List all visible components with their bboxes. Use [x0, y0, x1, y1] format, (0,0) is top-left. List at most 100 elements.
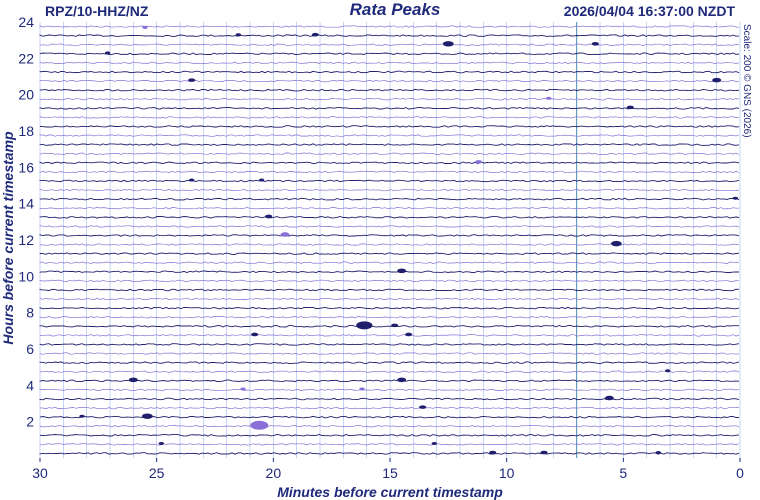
- trace-row: [39, 252, 740, 255]
- seismic-event: [397, 268, 407, 274]
- trace-row: [39, 325, 739, 328]
- seismic-event: [311, 32, 319, 37]
- seismic-event: [79, 414, 85, 418]
- seismic-event: [391, 323, 399, 328]
- chart-timestamp: 2026/04/04 16:37:00 NZDT: [564, 3, 736, 19]
- seismic-event: [442, 41, 454, 47]
- trace-row: [39, 225, 740, 228]
- trace-row: [39, 297, 740, 301]
- seismic-event: [489, 450, 497, 455]
- seismic-event: [712, 77, 722, 83]
- seismic-event: [356, 321, 373, 330]
- x-axis-ticks: 30 25 20 15 10 5 0: [32, 458, 744, 481]
- trace-row: [39, 188, 740, 192]
- trace-row: [39, 197, 740, 201]
- trace-row: [39, 452, 740, 455]
- seismic-event: [240, 387, 246, 391]
- seismic-event: [604, 395, 614, 401]
- trace-row: [39, 397, 740, 401]
- trace-row: [39, 107, 740, 110]
- trace-row: [39, 170, 740, 174]
- trace-row: [39, 234, 740, 237]
- trace-row: [39, 415, 739, 419]
- trace-row: [39, 243, 740, 246]
- seismic-event: [475, 160, 483, 164]
- seismic-event: [626, 105, 634, 110]
- seismic-event: [104, 51, 111, 55]
- seismic-event: [188, 178, 195, 182]
- seismic-event: [258, 178, 265, 182]
- seismic-event: [359, 387, 365, 391]
- seismic-event: [591, 42, 599, 46]
- seismic-event: [235, 33, 242, 37]
- seismic-event: [141, 413, 153, 419]
- y-tick-label: 4: [26, 377, 34, 393]
- y-tick-label: 24: [18, 14, 34, 30]
- seismic-event: [610, 240, 622, 247]
- trace-row: [39, 25, 740, 28]
- trace-row: [39, 116, 739, 119]
- y-axis-label: Hours before current timestamp: [0, 131, 16, 345]
- y-tick-label: 8: [26, 305, 34, 321]
- x-tick-label: 5: [619, 465, 627, 481]
- trace-row: [39, 43, 740, 46]
- y-tick-label: 12: [18, 232, 34, 248]
- trace-row: [39, 434, 740, 437]
- y-tick-label: 2: [26, 414, 34, 430]
- seismic-event: [142, 25, 148, 29]
- trace-row: [39, 207, 740, 210]
- trace-row: [39, 70, 740, 74]
- trace-row: [39, 88, 740, 92]
- trace-row: [39, 216, 740, 219]
- seismic-event: [419, 405, 427, 409]
- trace-row: [39, 352, 740, 355]
- seismic-event: [732, 196, 739, 200]
- chart-title: Rata Peaks: [350, 0, 441, 19]
- grid-lines: [39, 22, 741, 458]
- x-tick-label: 0: [736, 465, 744, 481]
- trace-row: [39, 79, 740, 83]
- trace-row: [39, 406, 740, 410]
- x-tick-label: 20: [266, 465, 282, 481]
- trace-row: [39, 443, 740, 446]
- x-tick-label: 25: [149, 465, 165, 481]
- trace-row: [39, 288, 740, 292]
- trace-row: [39, 261, 740, 264]
- seismic-event: [664, 369, 671, 373]
- seismic-event: [397, 377, 407, 383]
- seismic-events: [79, 25, 739, 455]
- seismic-event: [545, 96, 552, 100]
- trace-row: [39, 61, 740, 65]
- x-tick-label: 30: [32, 465, 48, 481]
- station-code: RPZ/10-HHZ/NZ: [45, 3, 149, 19]
- y-tick-label: 22: [18, 50, 34, 66]
- seismic-event: [128, 377, 138, 383]
- y-tick-label: 20: [18, 87, 34, 103]
- trace-row: [39, 143, 740, 146]
- trace-row: [39, 34, 740, 37]
- seismic-event: [158, 441, 165, 445]
- trace-row: [39, 125, 740, 128]
- trace-row: [39, 279, 740, 283]
- trace-rows: [39, 25, 740, 455]
- seismic-event: [540, 450, 548, 455]
- trace-row: [39, 152, 740, 155]
- seismic-event: [431, 441, 438, 445]
- trace-row: [39, 316, 739, 319]
- trace-row: [39, 379, 740, 383]
- y-tick-label: 6: [26, 341, 34, 357]
- seismic-event: [405, 332, 413, 337]
- scale-note: Scale: 200 © GNS (2026): [741, 24, 752, 138]
- seismic-event: [188, 78, 196, 82]
- x-tick-label: 10: [499, 465, 515, 481]
- trace-row: [39, 306, 740, 310]
- x-tick-label: 15: [382, 465, 398, 481]
- seismic-event: [265, 214, 273, 219]
- y-tick-label: 16: [18, 159, 34, 175]
- trace-row: [39, 52, 740, 56]
- seismic-event: [280, 232, 290, 237]
- trace-row: [39, 270, 740, 273]
- x-axis-label: Minutes before current timestamp: [277, 484, 503, 500]
